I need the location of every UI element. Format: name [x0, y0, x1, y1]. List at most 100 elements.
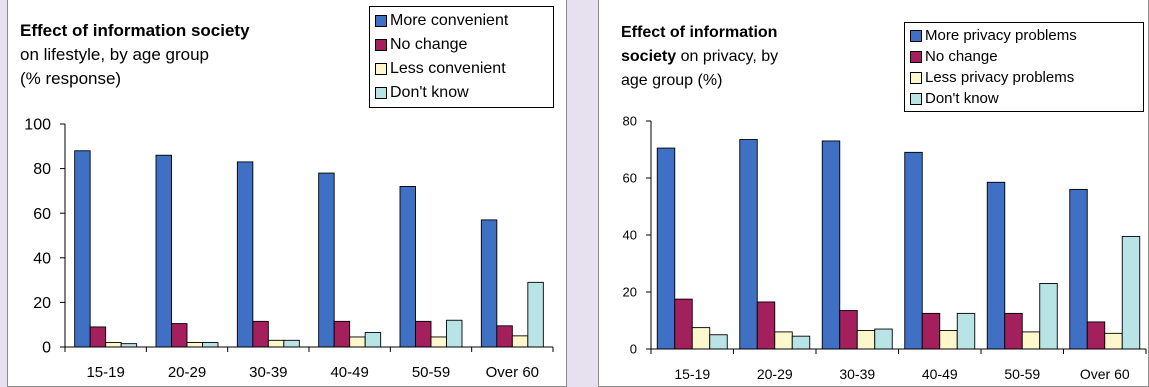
chart-title: Effect of information society on lifesty… — [20, 19, 250, 91]
legend-item: Don't know — [910, 88, 1137, 109]
bar — [1004, 312, 1023, 350]
x-tick-label: 30-39 — [249, 364, 287, 381]
chart-title: Effect of information society on privacy… — [621, 21, 778, 93]
x-tick-label: 50-59 — [1004, 366, 1040, 382]
bar — [709, 334, 728, 350]
bar — [120, 343, 138, 348]
chart-title-line: Effect of information — [621, 24, 778, 41]
y-tick-label: 60 — [623, 171, 637, 186]
bar — [430, 336, 447, 348]
legend-item: Don't know — [375, 81, 547, 105]
legend-swatch — [910, 29, 922, 42]
bar — [202, 342, 219, 348]
x-tick-label: Over 60 — [1080, 366, 1130, 382]
bar — [480, 219, 498, 348]
bar — [89, 326, 107, 348]
bar-chart-privacy: 0 20 40 60 80 15-19 20-29 30-39 40-49 50-59 Over 6… — [623, 114, 1147, 382]
bar — [791, 335, 811, 350]
legend-label: Don't know — [925, 90, 999, 107]
chart-title-line: (% response) — [20, 69, 122, 88]
chart-panel-privacy: Effect of information society on privacy… — [598, 0, 1149, 387]
bar — [511, 335, 529, 348]
bar — [674, 298, 693, 350]
bar — [1021, 331, 1041, 350]
bar — [656, 147, 676, 350]
y-tick-label: 100 — [24, 117, 51, 134]
bar — [318, 172, 335, 348]
bar — [446, 319, 463, 348]
bar — [939, 330, 958, 350]
y-tick-label: 40 — [623, 228, 637, 243]
chart-title-line: age group (%) — [621, 72, 723, 89]
bar — [1039, 283, 1058, 350]
chart-title-line: society on privacy, by — [621, 48, 779, 65]
bar — [1121, 235, 1141, 350]
x-tick-label: 20-29 — [757, 366, 793, 382]
legend-swatch — [375, 15, 387, 27]
bar — [1069, 188, 1088, 350]
bar — [986, 181, 1006, 350]
legend-item: Less privacy problems — [910, 67, 1137, 88]
y-tick-label: 0 — [630, 342, 637, 357]
legend-item: No change — [910, 46, 1137, 67]
x-tick-label: 40-49 — [330, 364, 368, 381]
x-tick-label: 20-29 — [168, 364, 206, 381]
bar — [821, 140, 841, 350]
legend-swatch — [375, 87, 387, 99]
chart-legend: More privacy problems No change Less pri… — [904, 22, 1144, 112]
y-tick-label: 80 — [33, 161, 51, 178]
bar — [1086, 321, 1106, 350]
y-tick-label: 60 — [33, 206, 51, 223]
bar — [956, 312, 976, 350]
legend-label: No change — [390, 36, 468, 53]
bar — [415, 320, 432, 348]
legend-item: More convenient — [375, 9, 547, 33]
chart-title-line: on lifestyle, by age group — [20, 45, 210, 64]
bar — [349, 336, 366, 348]
y-tick-label: 80 — [623, 114, 637, 129]
legend-item: More privacy problems — [910, 25, 1137, 46]
bar — [921, 312, 941, 350]
bar — [399, 185, 416, 348]
legend-item: Less convenient — [375, 57, 547, 81]
bar — [171, 323, 188, 348]
chart-title-line: Effect of information society — [20, 21, 250, 40]
legend-swatch — [910, 92, 922, 105]
bar-chart-lifestyle: 0 20 40 60 80 100 15-19 20-29 30-39 40-49 50-59 Ove… — [24, 117, 554, 381]
bar — [856, 330, 876, 350]
bar — [874, 328, 893, 350]
bar — [756, 301, 776, 350]
bar — [252, 320, 269, 348]
bar — [105, 342, 122, 348]
bar — [774, 331, 793, 350]
bar — [904, 151, 923, 350]
legend-label: Less privacy problems — [925, 69, 1075, 86]
legend-swatch — [375, 63, 387, 75]
chart-legend: More convenient No change Less convenien… — [369, 6, 554, 108]
legend-swatch — [910, 50, 922, 63]
y-tick-label: 20 — [623, 285, 637, 300]
bar — [267, 339, 285, 348]
y-tick-label: 0 — [42, 340, 51, 357]
bar — [186, 342, 203, 348]
bar — [155, 154, 172, 348]
x-tick-label: 40-49 — [922, 366, 958, 382]
bar — [691, 327, 711, 350]
x-tick-label: 15-19 — [674, 366, 710, 382]
chart-panel-lifestyle: Effect of information society on lifesty… — [7, 0, 567, 387]
bar — [364, 332, 382, 348]
legend-swatch — [910, 71, 922, 84]
legend-label: More privacy problems — [925, 27, 1077, 44]
bar — [283, 339, 300, 348]
bar — [333, 320, 351, 348]
legend-label: No change — [925, 48, 998, 65]
bar — [496, 325, 513, 348]
x-tick-label: Over 60 — [486, 364, 539, 381]
y-tick-label: 20 — [33, 295, 51, 312]
x-tick-label: 30-39 — [839, 366, 875, 382]
x-tick-label: 15-19 — [86, 364, 124, 381]
x-tick-label: 50-59 — [412, 364, 450, 381]
legend-item: No change — [375, 33, 547, 57]
legend-swatch — [375, 39, 387, 51]
bar — [739, 139, 758, 350]
